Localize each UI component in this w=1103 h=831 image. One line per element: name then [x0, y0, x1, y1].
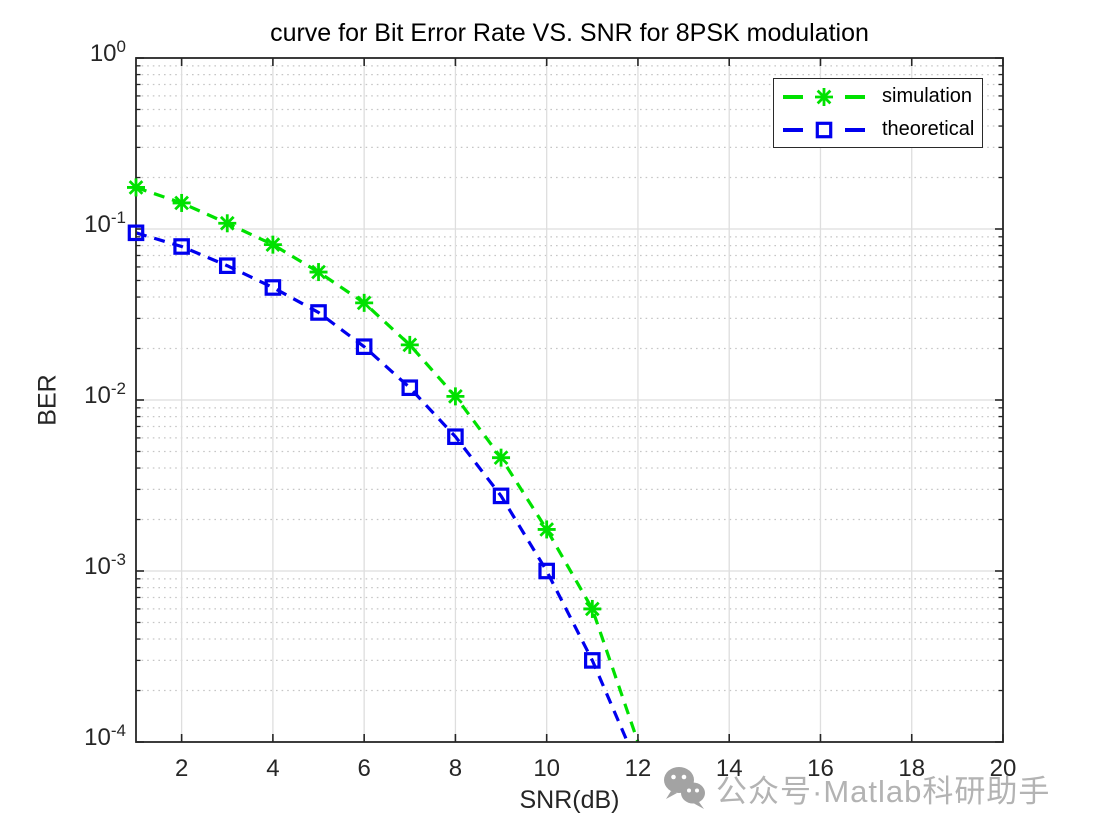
x-tick-label: 18: [898, 755, 926, 782]
x-tick-label: 2: [174, 755, 189, 782]
legend-label: theoretical: [882, 118, 975, 140]
x-tick-label: 4: [266, 755, 280, 782]
y-tick-label: 10-4: [84, 721, 126, 751]
wechat-icon: [664, 767, 705, 809]
x-tick-label: 6: [357, 755, 371, 782]
x-tick-label: 16: [807, 755, 834, 782]
chart-title: curve for Bit Error Rate VS. SNR for 8PS…: [270, 19, 869, 47]
x-axis-label: SNR(dB): [519, 786, 620, 814]
x-tick-label: 10: [533, 755, 561, 782]
legend-label: simulation: [882, 85, 973, 107]
legend: simulation theoretical: [773, 78, 983, 148]
x-tick-label: 12: [624, 755, 652, 782]
x-tick-label: 20: [989, 755, 1017, 782]
watermark: 公众号·Matlab科研助手: [660, 762, 1050, 814]
x-tick-label: 14: [715, 755, 743, 782]
legend-item-simulation: simulation: [774, 80, 982, 113]
y-tick-label: 100: [89, 37, 126, 67]
legend-sample-simulation: [783, 87, 865, 106]
x-tick-label: 8: [448, 755, 463, 782]
y-tick-label: 10-2: [84, 379, 126, 409]
legend-item-theoretical: theoretical: [774, 113, 982, 146]
y-tick-label: 10-3: [84, 550, 126, 580]
watermark-text: 公众号·Matlab科研助手: [716, 773, 1051, 809]
legend-sample-theoretical: [783, 121, 865, 138]
y-tick-label: 10-1: [84, 208, 126, 238]
